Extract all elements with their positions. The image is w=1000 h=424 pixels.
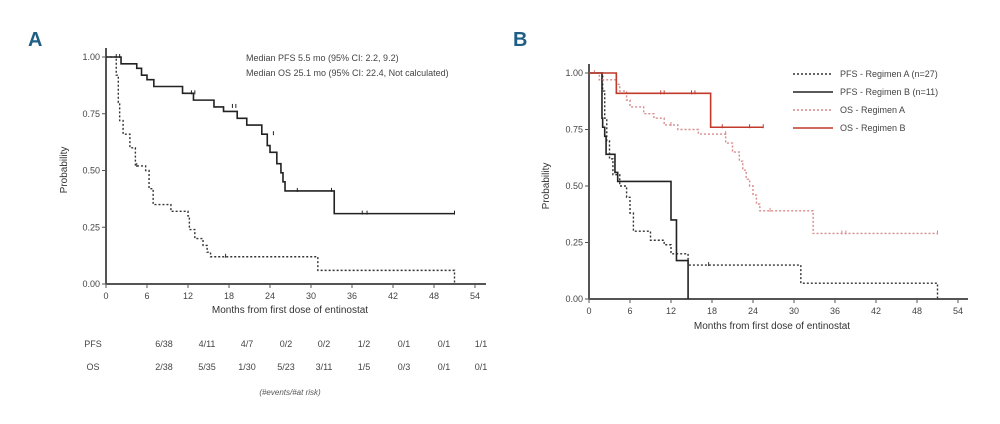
y-tick-label: 0.25 [82, 222, 100, 232]
risk-cell: 5/35 [198, 362, 216, 372]
legend-entry: PFS - Regimen B (n=11) [840, 87, 938, 97]
risk-cell: 3/11 [316, 362, 333, 372]
y-tick-label: 0.50 [565, 181, 583, 191]
risk-cell: 1/1 [475, 339, 488, 349]
y-tick-label: 1.00 [565, 68, 583, 78]
risk-cell: 0/1 [438, 339, 451, 349]
risk-cell: 1/5 [358, 362, 371, 372]
risk-cell: 0/2 [280, 339, 293, 349]
risk-cell: 2/38 [155, 362, 173, 372]
x-tick-label: 42 [388, 291, 398, 301]
risk-row-label: OS [86, 362, 99, 372]
y-tick-label: 0.75 [565, 125, 583, 135]
x-tick-label: 18 [224, 291, 234, 301]
y-tick-label: 0.50 [82, 166, 100, 176]
risk-row-label: PFS [84, 339, 102, 349]
risk-cell: 4/11 [199, 339, 216, 349]
panel-b: B Probability Months from first dose of … [513, 29, 968, 332]
x-tick-label: 42 [871, 306, 881, 316]
legend-entry: OS - Regimen B [840, 123, 906, 133]
x-tick-label: 24 [748, 306, 758, 316]
series-line-pfs [106, 56, 456, 284]
x-tick-label: 30 [789, 306, 799, 316]
y-tick-label: 0.00 [82, 279, 100, 289]
x-tick-label: 6 [627, 306, 632, 316]
risk-cell: 6/38 [155, 339, 173, 349]
legend-entry: PFS - Regimen A (n=27) [840, 69, 938, 79]
x-tick-label: 12 [183, 291, 193, 301]
y-tick-label: 0.75 [82, 109, 100, 119]
risk-cell: 0/1 [438, 362, 451, 372]
x-tick-label: 48 [912, 306, 922, 316]
risk-cell: 1/30 [238, 362, 256, 372]
panel-a-label: A [28, 29, 42, 51]
x-tick-label: 36 [830, 306, 840, 316]
annotation-median-os: Median OS 25.1 mo (95% CI: 22.4, Not cal… [246, 68, 449, 78]
x-tick-label: 0 [586, 306, 591, 316]
x-tick-label: 6 [144, 291, 149, 301]
x-tick-label: 24 [265, 291, 275, 301]
panel-a-x-axis-title: Months from first dose of entinostat [212, 305, 368, 316]
x-tick-label: 30 [306, 291, 316, 301]
panel-a-y-axis-title: Probability [59, 147, 70, 194]
x-tick-label: 0 [103, 291, 108, 301]
y-tick-label: 0.25 [565, 238, 583, 248]
series-line-pfs-regimen-b-n-11 [589, 72, 689, 299]
annotation-median-pfs: Median PFS 5.5 mo (95% CI: 2.2, 9.2) [246, 53, 399, 63]
x-tick-label: 48 [429, 291, 439, 301]
x-tick-label: 18 [707, 306, 717, 316]
series-line-os-regimen-a [589, 72, 938, 235]
legend-entry: OS - Regimen A [840, 105, 905, 115]
risk-table-footnote: (#events/#at risk) [259, 388, 321, 397]
series-line-os [106, 56, 455, 215]
x-tick-label: 36 [347, 291, 357, 301]
risk-cell: 4/7 [241, 339, 254, 349]
x-tick-label: 54 [953, 306, 963, 316]
x-tick-label: 54 [470, 291, 480, 301]
series-line-os-regimen-b [589, 72, 764, 129]
risk-cell: 1/2 [358, 339, 371, 349]
y-tick-label: 0.00 [565, 294, 583, 304]
panel-b-label: B [513, 29, 527, 51]
panel-b-y-axis-title: Probability [541, 163, 552, 210]
risk-cell: 0/3 [398, 362, 411, 372]
risk-cell: 5/23 [277, 362, 295, 372]
risk-cell: 0/2 [318, 339, 331, 349]
x-tick-label: 12 [666, 306, 676, 316]
risk-cell: 0/1 [475, 362, 488, 372]
series-line-pfs-regimen-a-n-27 [589, 72, 939, 299]
risk-cell: 0/1 [398, 339, 411, 349]
panel-a: A Probability Months from first dose of … [28, 29, 487, 397]
y-tick-label: 1.00 [82, 52, 100, 62]
panel-b-x-axis-title: Months from first dose of entinostat [694, 321, 850, 332]
